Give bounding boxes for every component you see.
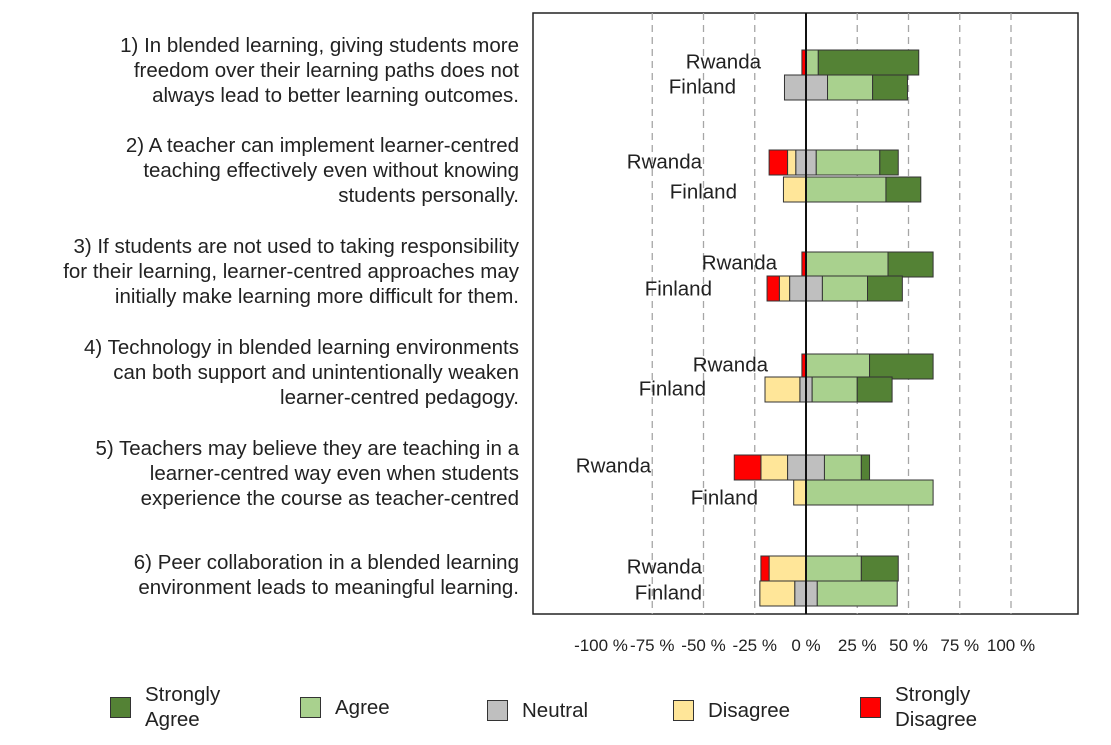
legend-swatch <box>487 700 508 721</box>
country-label-rwanda: Rwanda <box>693 353 769 376</box>
bar-neutral-rwanda-q5 <box>805 454 825 481</box>
legend-swatch <box>110 696 131 718</box>
bar-agree-rwanda-q4 <box>805 353 871 380</box>
bar-agree-finland-q4 <box>811 376 858 403</box>
x-tick-label: 100 % <box>987 636 1035 655</box>
bar-disagree-finland-q3 <box>778 275 791 302</box>
bar-neutral-rwanda-q5 <box>787 454 807 481</box>
bar-disagree-rwanda-q6 <box>768 555 807 582</box>
legend-item: Strongly Disagree <box>860 682 977 732</box>
bar-agree-rwanda-q1 <box>805 49 819 76</box>
x-tick-label: 50 % <box>889 636 928 655</box>
bar-disagree-finland-q2 <box>782 176 807 203</box>
bar-strongly-disagree-rwanda-q6 <box>760 555 770 582</box>
country-label-finland: Finland <box>691 486 758 509</box>
bar-agree-finland-q3 <box>821 275 869 302</box>
country-label-finland: Finland <box>635 581 702 604</box>
statement-6: 6) Peer collaboration in a blended learn… <box>133 551 519 599</box>
legend-item: Neutral <box>487 698 588 723</box>
legend-label: Strongly Disagree <box>895 683 978 731</box>
bar-strongly-agree-rwanda-q5 <box>860 454 871 481</box>
bar-agree-rwanda-q3 <box>805 251 889 278</box>
legend-label: Disagree <box>708 699 791 722</box>
bar-disagree-rwanda-q2 <box>787 149 797 176</box>
statement-2: 2) A teacher can implement learner-centr… <box>125 134 519 207</box>
bar-disagree-finland-q6 <box>759 580 796 607</box>
country-label-rwanda: Rwanda <box>702 251 778 274</box>
bar-strongly-agree-finland-q3 <box>867 275 903 302</box>
bar-agree-finland-q6 <box>816 580 898 607</box>
x-tick-label: -75 % <box>630 636 674 655</box>
bar-strongly-disagree-rwanda-q5 <box>733 454 762 481</box>
statement-1: 1) In blended learning, giving students … <box>120 34 519 107</box>
bar-strongly-disagree-rwanda-q2 <box>768 149 789 176</box>
bar-neutral-finland-q1 <box>805 74 829 101</box>
legend-label: Neutral <box>522 699 589 722</box>
bar-disagree-finland-q4 <box>764 376 801 403</box>
legend-swatch <box>860 696 881 718</box>
country-label-finland: Finland <box>670 180 737 203</box>
bar-neutral-finland-q3 <box>789 275 807 302</box>
x-tick-label: -100 % <box>574 636 628 655</box>
x-tick-label: -50 % <box>681 636 725 655</box>
country-label-rwanda: Rwanda <box>686 50 762 73</box>
bar-strongly-agree-finland-q4 <box>856 376 893 403</box>
legend-swatch <box>300 697 321 718</box>
country-label-rwanda: Rwanda <box>627 150 703 173</box>
bar-strongly-agree-rwanda-q4 <box>869 353 934 380</box>
bar-neutral-finland-q3 <box>805 275 823 302</box>
bar-neutral-rwanda-q2 <box>805 149 817 176</box>
legend-item: Agree <box>300 695 390 720</box>
bar-neutral-finland-q1 <box>783 74 807 101</box>
bar-strongly-agree-finland-q1 <box>872 74 908 101</box>
legend-item: Disagree <box>673 698 790 723</box>
country-label-rwanda: Rwanda <box>627 555 703 578</box>
x-tick-label: 0 % <box>791 636 820 655</box>
legend-label: Agree <box>335 696 390 719</box>
bar-strongly-agree-rwanda-q2 <box>879 149 899 176</box>
bar-disagree-rwanda-q5 <box>760 454 789 481</box>
bar-agree-rwanda-q2 <box>815 149 881 176</box>
bar-strongly-disagree-finland-q3 <box>766 275 780 302</box>
country-label-finland: Finland <box>639 377 706 400</box>
statement-3: 3) If students are not used to taking re… <box>63 235 519 308</box>
x-tick-label: 75 % <box>940 636 979 655</box>
bar-strongly-agree-rwanda-q6 <box>860 555 899 582</box>
bar-strongly-agree-rwanda-q1 <box>817 49 920 76</box>
bar-neutral-rwanda-q2 <box>795 149 807 176</box>
bar-agree-finland-q2 <box>805 176 887 203</box>
legend-item: Strongly Agree <box>110 682 220 732</box>
country-label-finland: Finland <box>669 75 736 98</box>
bar-agree-rwanda-q6 <box>805 555 862 582</box>
country-label-finland: Finland <box>645 277 712 300</box>
bar-disagree-finland-q5 <box>793 479 807 506</box>
bar-agree-finland-q1 <box>827 74 874 101</box>
legend-swatch <box>673 700 694 721</box>
bar-agree-rwanda-q5 <box>823 454 862 481</box>
bar-strongly-agree-rwanda-q3 <box>887 251 934 278</box>
x-tick-label: -25 % <box>733 636 777 655</box>
bar-agree-finland-q5 <box>805 479 934 506</box>
bar-neutral-finland-q6 <box>805 580 818 607</box>
statement-4: 4) Technology in blended learning enviro… <box>84 336 519 409</box>
statement-5: 5) Teachers may believe they are teachin… <box>95 437 519 510</box>
bar-neutral-finland-q6 <box>794 580 807 607</box>
country-label-rwanda: Rwanda <box>576 454 652 477</box>
bar-strongly-agree-finland-q2 <box>885 176 922 203</box>
legend-label: Strongly Agree <box>145 683 221 731</box>
x-tick-label: 25 % <box>838 636 877 655</box>
